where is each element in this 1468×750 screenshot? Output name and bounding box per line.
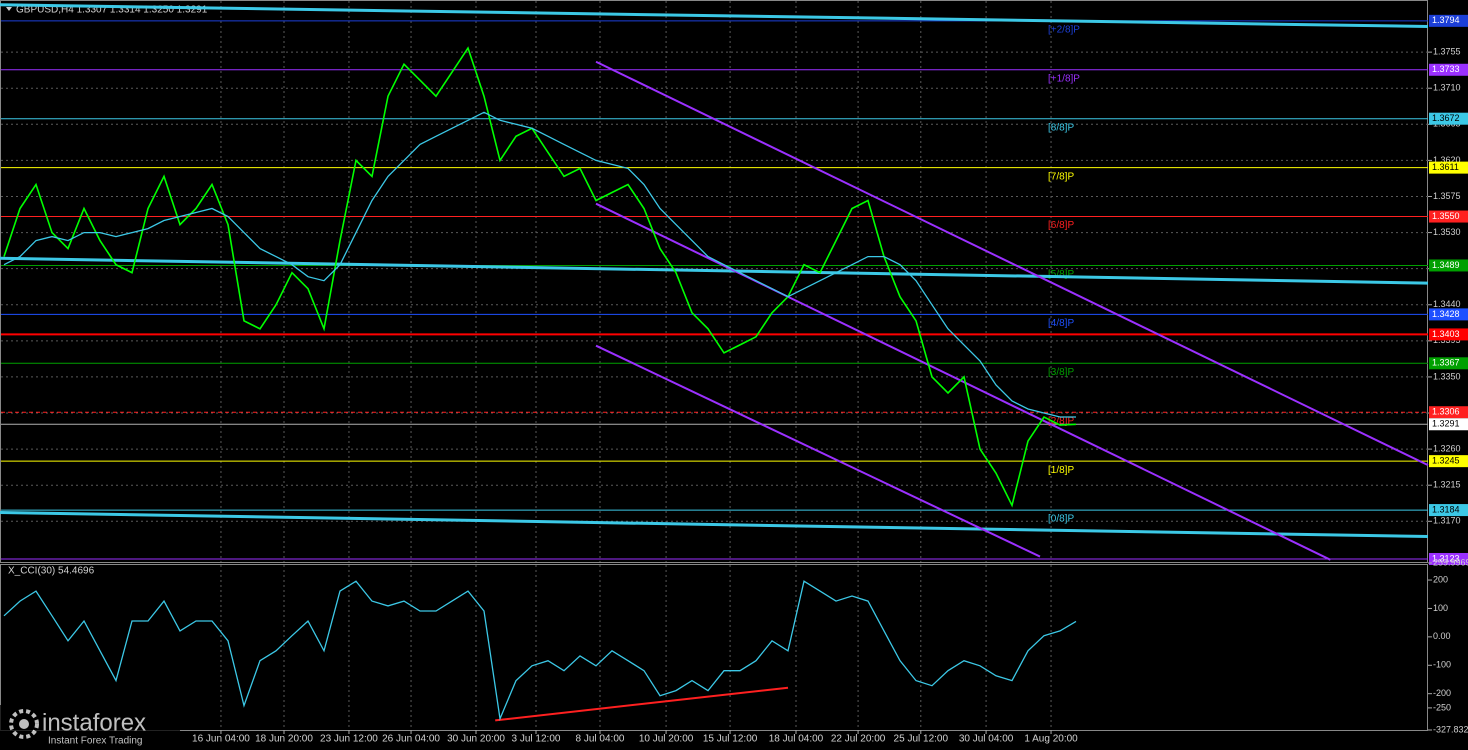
trend-line [595, 60, 1429, 467]
x-tick-label: 16 Jun 04:00 [192, 734, 250, 745]
trend-line [0, 3, 1429, 28]
y-tick-label: 1.3170 [1433, 516, 1461, 526]
y-tick-label: -200 [1433, 688, 1451, 698]
x-tick-label: 26 Jun 04:00 [382, 734, 440, 745]
watermark-brand: instaforex [42, 709, 146, 736]
trend-line [0, 256, 1429, 285]
price-box [1429, 406, 1468, 419]
title-arrow [6, 7, 12, 11]
price-box [1429, 308, 1468, 321]
murray-label: [5/8]P [1048, 269, 1074, 280]
price-box-label: 1.3367 [1432, 358, 1460, 368]
y-tick-label: 0.00 [1433, 631, 1451, 641]
x-tick-label: 22 Jul 20:00 [831, 734, 886, 745]
y-tick-label: 1.3755 [1433, 47, 1461, 57]
x-tick-label: 25 Jul 12:00 [894, 734, 949, 745]
murray-label: [0/8]P [1048, 514, 1074, 525]
chart-title: GBPUSD,H4 1.3307 1.3314 1.3250 1.3291 [16, 5, 208, 16]
price-box [1429, 328, 1468, 341]
murray-label: [+2/8]P [1048, 24, 1080, 35]
watermark: instaforex Instant Forex Trading [0, 705, 180, 750]
trend-line [495, 686, 789, 722]
murray-label: [3/8]P [1048, 367, 1074, 378]
y-tick-label: 1.3575 [1433, 191, 1461, 201]
price-box [1429, 357, 1468, 370]
y-tick-label: -327.832 [1433, 724, 1468, 734]
price-box [1429, 504, 1468, 517]
x-tick-label: 1 Aug 20:00 [1024, 734, 1078, 745]
price-box-label: 1.3291 [1432, 419, 1460, 429]
price-box-label: 1.3733 [1432, 64, 1460, 74]
price-box-label: 1.3794 [1432, 15, 1460, 25]
y-tick-label: 1.3620 [1433, 155, 1461, 165]
price-box [1429, 161, 1468, 174]
price-box-label: 1.3306 [1432, 407, 1460, 417]
price-box-label: 1.3428 [1432, 309, 1460, 319]
price-box-label: 1.3672 [1432, 113, 1460, 123]
price-line [3, 46, 1077, 508]
y-tick-label: 1.3350 [1433, 371, 1461, 381]
murray-label: [8/8]P [1048, 122, 1074, 133]
y-tick-label: 200 [1433, 574, 1448, 584]
trend-line [595, 344, 1041, 558]
price-box-label: 1.3611 [1432, 162, 1459, 172]
x-tick-label: 30 Jul 04:00 [959, 734, 1014, 745]
price-box-label: 1.3123 [1432, 553, 1460, 563]
price-box [1429, 14, 1468, 27]
trend-line [0, 510, 1429, 539]
x-tick-label: 23 Jun 12:00 [320, 734, 378, 745]
murray-label: [+1/8]P [1048, 73, 1080, 84]
y-tick-label: 1.3530 [1433, 227, 1461, 237]
moving-average [3, 111, 1076, 418]
murray-label: [7/8]P [1048, 171, 1074, 182]
y-tick-label: 1.3710 [1433, 83, 1461, 93]
cci-panel [0, 564, 1428, 731]
cci-line [3, 580, 1077, 722]
murray-label: [1/8]P [1048, 465, 1074, 476]
watermark-logo-core [19, 719, 29, 729]
cci-title: X_CCI(30) 54.4696 [8, 566, 95, 577]
price-box-label: 1.3245 [1432, 456, 1460, 466]
watermark-tagline: Instant Forex Trading [48, 736, 143, 747]
y-tick-label: 100 [1433, 603, 1448, 613]
price-box [1429, 210, 1468, 223]
price-box [1429, 455, 1468, 468]
murray-label: [2/8]P [1048, 416, 1074, 427]
price-panel [0, 0, 1428, 563]
y-tick-label: -250 [1433, 702, 1451, 712]
watermark-bg [0, 705, 180, 750]
x-tick-label: 3 Jul 12:00 [512, 734, 561, 745]
price-box [1429, 552, 1468, 565]
y-tick-label: 1.3440 [1433, 299, 1461, 309]
price-box-label: 1.3489 [1432, 260, 1460, 270]
price-box [1429, 418, 1468, 431]
x-tick-label: 30 Jun 20:00 [447, 734, 505, 745]
x-tick-label: 18 Jun 20:00 [255, 734, 313, 745]
y-tick-label: 1.3260 [1433, 443, 1461, 453]
y-tick-label: 259.9969 [1433, 557, 1468, 567]
price-box-label: 1.3550 [1432, 211, 1460, 221]
price-box-label: 1.3184 [1432, 504, 1460, 514]
watermark-logo [9, 709, 39, 739]
x-tick-label: 18 Jul 04:00 [769, 734, 824, 745]
murray-label: [4/8]P [1048, 318, 1074, 329]
x-tick-label: 10 Jul 20:00 [639, 734, 694, 745]
murray-label: [6/8]P [1048, 220, 1074, 231]
price-box-label: 1.3403 [1432, 329, 1460, 339]
y-tick-label: -100 [1433, 660, 1451, 670]
price-box [1429, 112, 1468, 125]
y-tick-label: 1.3215 [1433, 480, 1461, 490]
x-tick-label: 15 Jul 12:00 [703, 734, 758, 745]
x-tick-label: 8 Jul 04:00 [576, 734, 625, 745]
price-box [1429, 259, 1468, 272]
trend-line [595, 202, 1331, 561]
price-box [1429, 63, 1468, 76]
